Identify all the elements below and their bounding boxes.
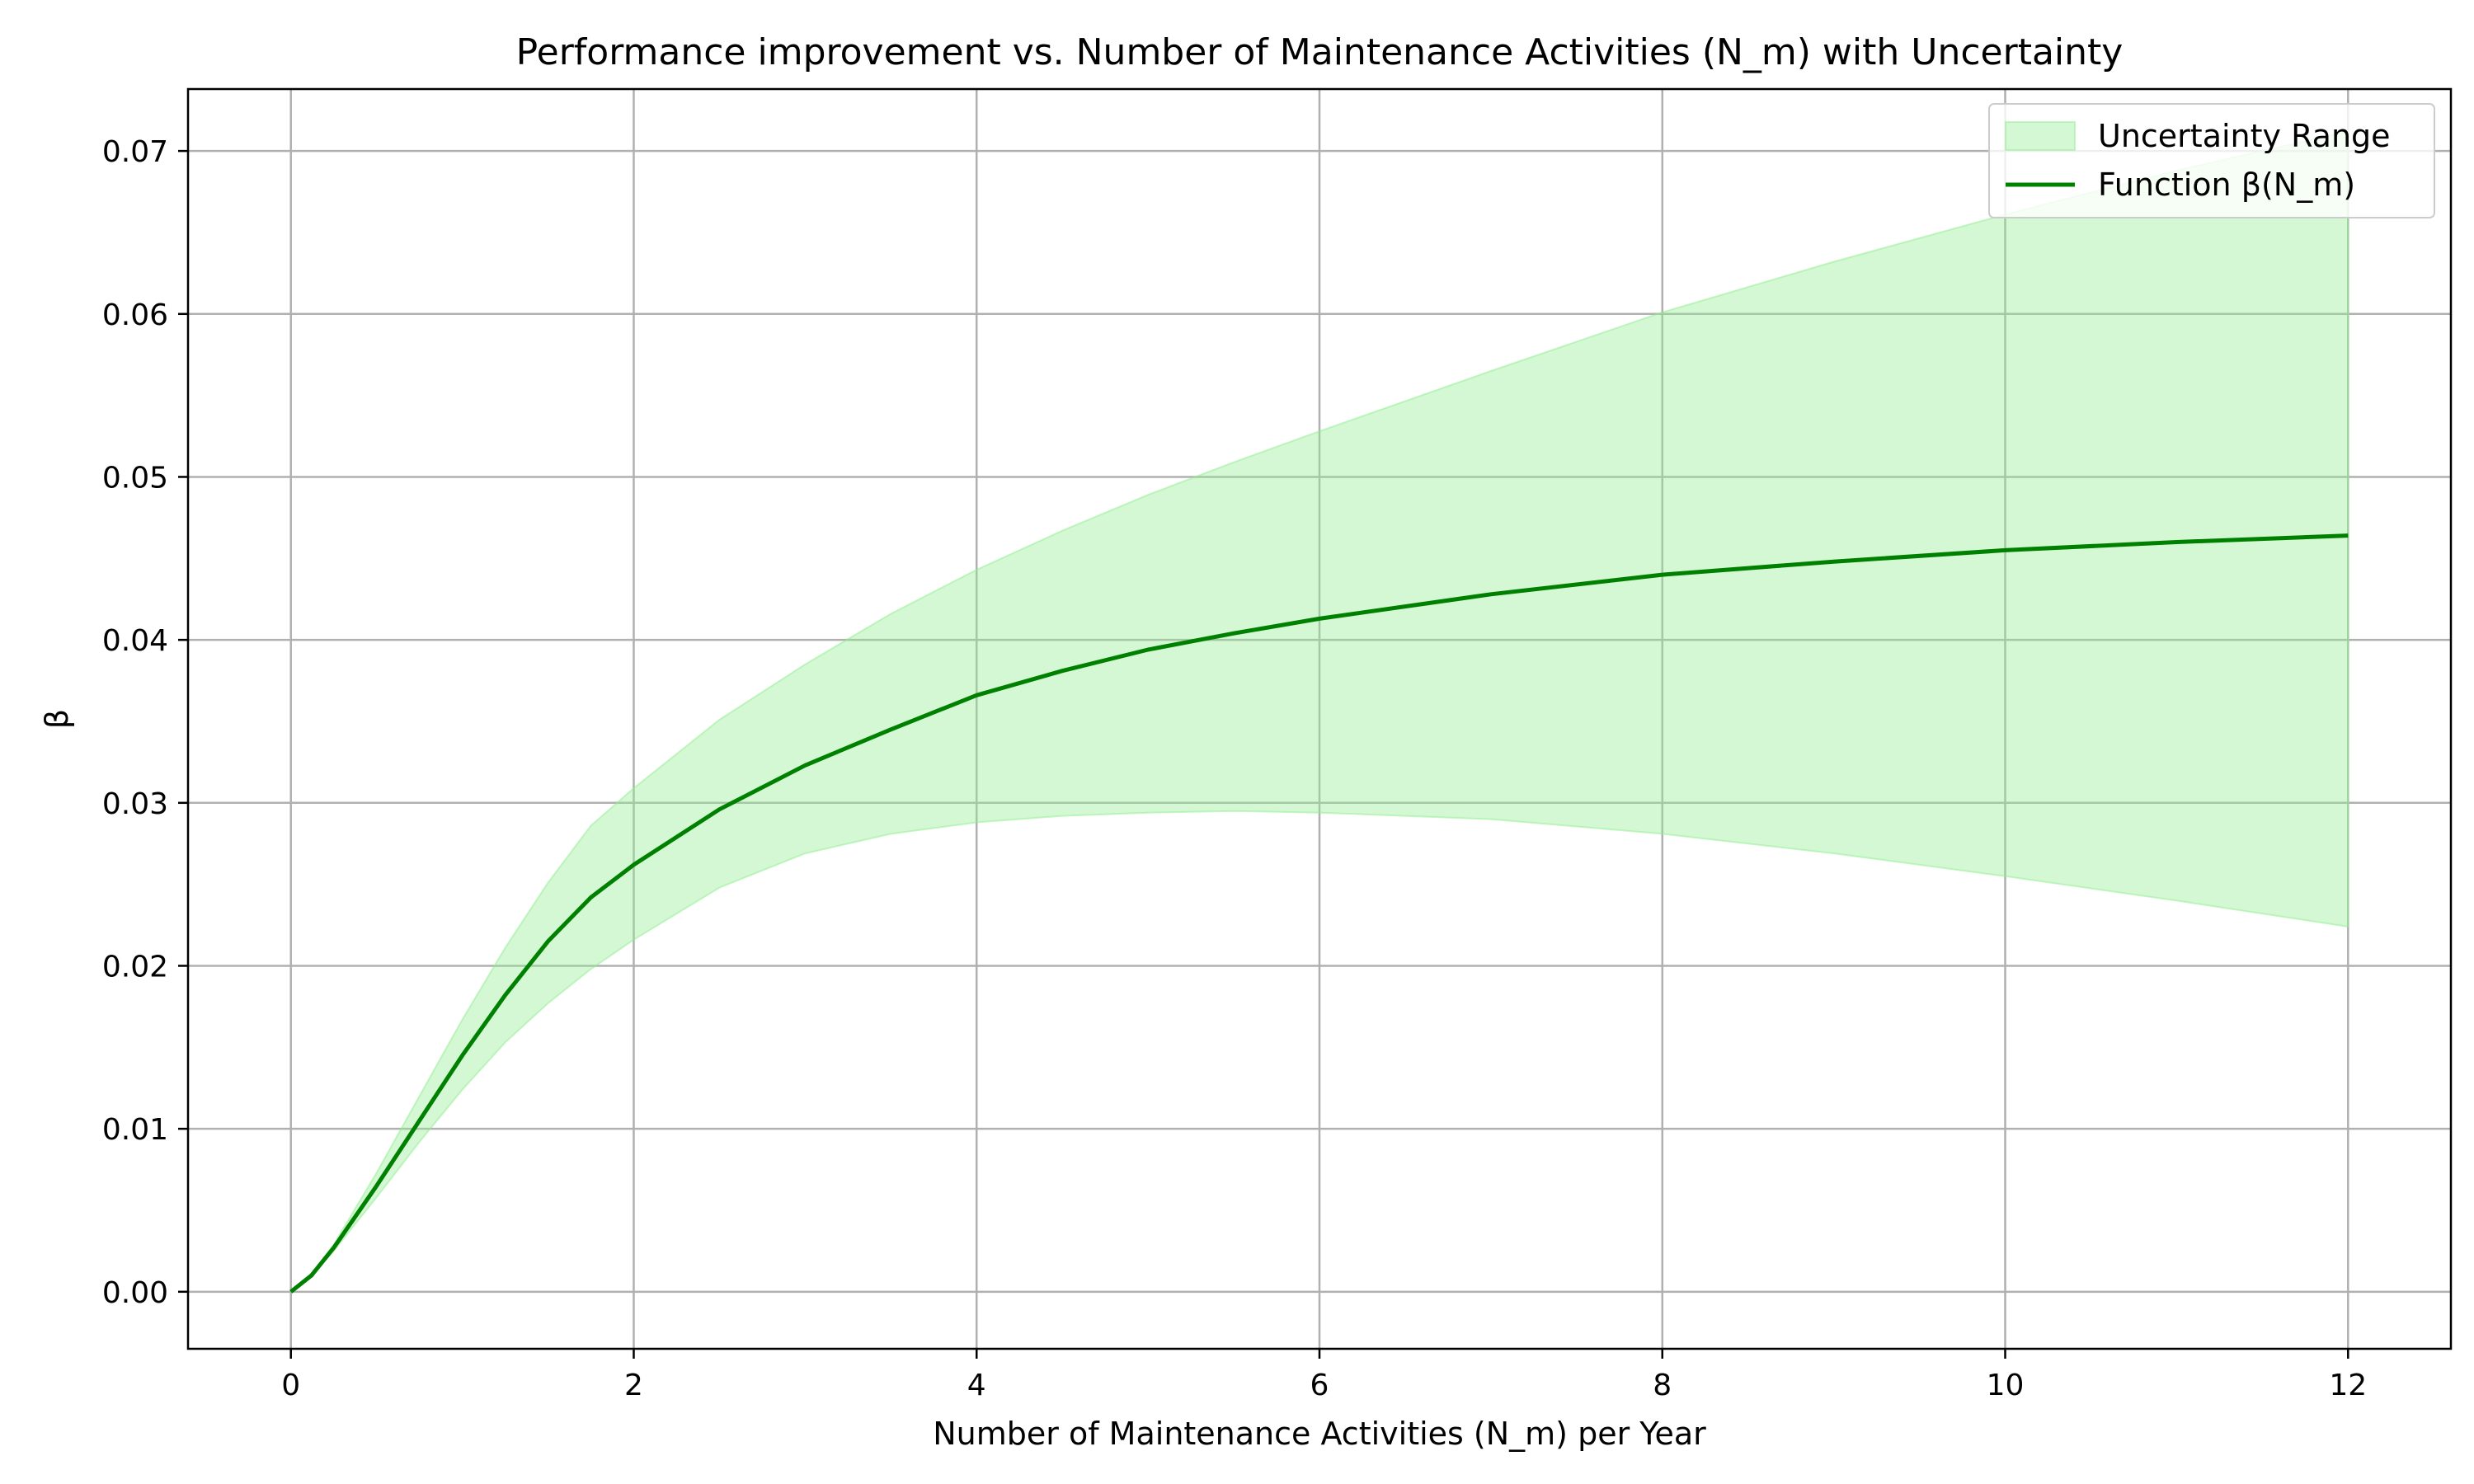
y-axis-label: β [39,709,75,729]
function-line-layer [289,533,2349,1294]
legend: Uncertainty Range Function β(N_m) [1988,103,2435,218]
x-tick-label: 10 [1987,1369,2025,1402]
uncertainty-band [290,130,2349,1293]
y-tick-label: 0.07 [102,135,168,169]
y-tick-label: 0.04 [102,624,168,658]
chart-title: Performance improvement vs. Number of Ma… [516,31,2124,73]
y-tick-label: 0.03 [102,787,168,821]
legend-label-function: Function β(N_m) [2098,167,2355,203]
y-tick-label: 0.02 [102,950,168,984]
legend-box [1988,103,2435,218]
y-tick-label: 0.01 [102,1113,168,1147]
x-tick-label: 6 [1310,1369,1329,1402]
y-tick-label: 0.06 [102,298,168,332]
x-tick-label: 12 [2329,1369,2367,1402]
legend-label-uncertainty: Uncertainty Range [2098,118,2391,154]
x-tick-label: 4 [967,1369,986,1402]
uncertainty-band-layer [290,130,2349,1293]
grid [188,89,2451,1349]
function-line [289,533,2349,1294]
y-tick-label: 0.05 [102,461,168,495]
ticks: 0 2 4 6 8 10 12 0.00 0.01 0.02 0.03 0.04 0.05 0.06 0.0… [102,135,2367,1402]
x-tick-label: 0 [281,1369,300,1402]
x-axis-label: Number of Maintenance Activities (N_m) p… [933,1416,1706,1452]
x-tick-label: 8 [1653,1369,1672,1402]
y-tick-label: 0.00 [102,1276,168,1310]
x-tick-label: 2 [624,1369,643,1402]
legend-band-swatch [2005,121,2076,151]
